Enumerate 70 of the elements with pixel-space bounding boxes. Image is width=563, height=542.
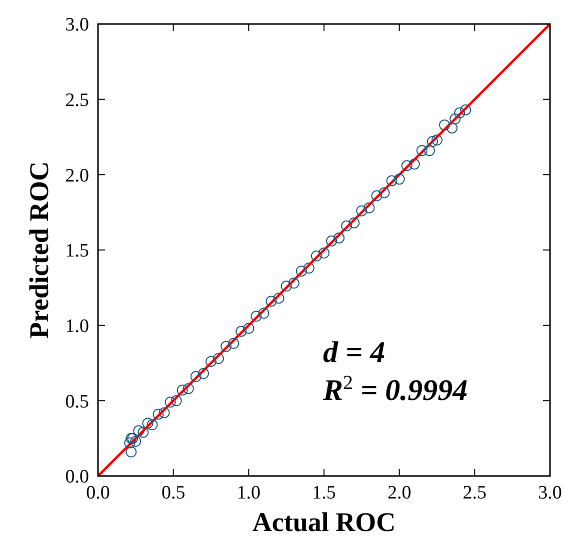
point xyxy=(416,145,428,156)
point xyxy=(356,205,368,216)
point xyxy=(341,220,352,232)
x-tick-label: 0.0 xyxy=(86,482,110,504)
point xyxy=(176,384,188,396)
point xyxy=(228,338,240,349)
point xyxy=(303,262,314,274)
point xyxy=(164,396,176,408)
point xyxy=(280,280,292,292)
point xyxy=(158,407,170,418)
point xyxy=(146,419,158,430)
point xyxy=(386,175,398,186)
x-tick-label: 0.5 xyxy=(161,482,186,504)
point xyxy=(182,383,194,394)
annotation: d = 4 xyxy=(323,336,386,369)
y-tick-label: 0.5 xyxy=(65,391,89,412)
point xyxy=(426,136,438,148)
x-tick-label: 2.5 xyxy=(462,482,487,504)
point xyxy=(364,202,375,214)
point xyxy=(310,250,322,262)
y-tick-label: 3.0 xyxy=(65,14,89,36)
point xyxy=(130,436,142,447)
annotation: R$^{2}$ = 0.9994 xyxy=(322,372,468,407)
point xyxy=(401,160,412,172)
point xyxy=(288,278,300,289)
y-axis-title: Predicted ROC xyxy=(24,161,54,339)
point xyxy=(450,113,461,124)
y-tick-label: 1.5 xyxy=(65,240,89,262)
point xyxy=(126,446,137,458)
point xyxy=(454,107,466,118)
point xyxy=(213,352,224,364)
point xyxy=(266,296,277,307)
point xyxy=(124,437,136,448)
point xyxy=(408,158,420,170)
point xyxy=(236,326,247,337)
point xyxy=(243,322,254,334)
point xyxy=(296,266,307,277)
x-axis-title: Actual ROC xyxy=(252,507,396,537)
point xyxy=(250,310,262,322)
y-tick-label: 0.0 xyxy=(65,466,89,488)
point xyxy=(152,408,164,420)
point xyxy=(334,232,345,244)
y-tick-label: 1.0 xyxy=(65,316,89,338)
point xyxy=(394,174,405,185)
point xyxy=(142,418,154,429)
point xyxy=(273,292,284,304)
point xyxy=(133,425,144,436)
point xyxy=(460,104,472,116)
point xyxy=(190,371,202,382)
x-tick-label: 1.5 xyxy=(312,482,336,504)
x-tick-label: 2.0 xyxy=(387,482,412,504)
point xyxy=(446,122,458,134)
x-tick-label: 1.0 xyxy=(236,482,261,504)
point xyxy=(439,119,450,130)
point xyxy=(432,134,442,146)
point xyxy=(318,248,330,259)
point xyxy=(424,145,435,156)
point xyxy=(220,340,232,352)
point xyxy=(198,368,209,380)
y-tick-label: 2.5 xyxy=(65,90,89,112)
point xyxy=(206,356,216,367)
point xyxy=(371,190,382,202)
point xyxy=(170,395,182,406)
x-tick-label: 3.0 xyxy=(538,482,562,504)
y-tick-label: 2.0 xyxy=(65,165,89,186)
point xyxy=(326,235,338,246)
point xyxy=(348,217,360,228)
point xyxy=(258,308,270,319)
point xyxy=(378,187,390,198)
point xyxy=(138,426,149,438)
